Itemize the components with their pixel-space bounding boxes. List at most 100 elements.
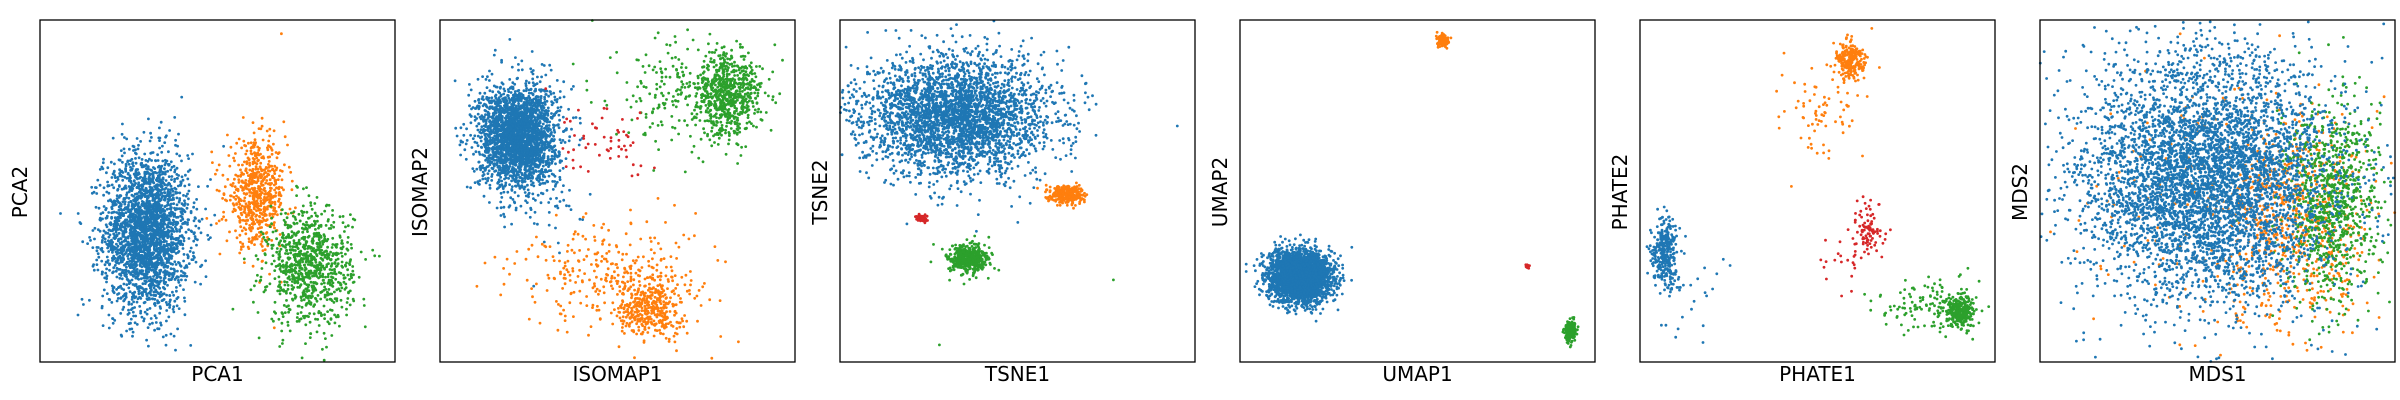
data-point <box>310 224 314 228</box>
data-point <box>102 288 106 292</box>
data-point <box>264 171 267 174</box>
data-point <box>147 117 150 121</box>
data-point <box>292 239 296 243</box>
data-point <box>281 338 285 342</box>
data-point <box>159 227 162 231</box>
data-point <box>173 170 177 174</box>
data-point <box>118 254 122 258</box>
data-point <box>82 303 85 306</box>
data-point <box>495 187 499 191</box>
data-point <box>282 288 285 292</box>
data-point <box>299 272 303 276</box>
data-point <box>144 265 148 269</box>
data-point <box>122 231 126 234</box>
data-point <box>298 269 301 273</box>
data-point <box>228 198 232 202</box>
data-point <box>129 199 133 203</box>
data-point <box>291 268 295 272</box>
data-point <box>59 212 62 215</box>
data-point <box>336 262 340 266</box>
data-point <box>257 208 261 212</box>
data-point <box>247 206 251 210</box>
data-point <box>295 245 298 248</box>
data-point <box>228 164 232 168</box>
data-point <box>472 169 476 173</box>
data-point <box>274 210 278 213</box>
data-point <box>558 118 561 122</box>
data-point <box>116 199 120 203</box>
data-point <box>341 245 345 249</box>
data-point <box>131 183 135 186</box>
data-point <box>315 231 319 235</box>
data-point <box>304 295 308 298</box>
data-point <box>263 252 267 256</box>
data-point <box>235 141 239 145</box>
data-point <box>76 212 80 215</box>
data-point <box>161 335 165 339</box>
data-point <box>286 252 290 256</box>
data-point <box>180 269 183 273</box>
data-point <box>134 295 138 299</box>
data-point <box>273 188 276 192</box>
data-point <box>142 319 146 323</box>
data-point <box>323 285 326 289</box>
data-point <box>468 83 471 86</box>
data-point <box>330 264 333 268</box>
data-point <box>115 197 119 201</box>
data-point <box>192 205 196 209</box>
data-point <box>165 309 169 312</box>
data-point <box>79 222 83 226</box>
data-point <box>177 239 181 243</box>
data-point <box>294 218 298 221</box>
data-point <box>304 303 308 307</box>
axes-frame <box>39 19 396 363</box>
data-point <box>247 200 251 204</box>
data-point <box>160 245 163 249</box>
data-point <box>162 217 166 221</box>
data-point <box>149 220 153 224</box>
data-point <box>453 79 457 83</box>
data-point <box>95 246 99 249</box>
data-point <box>281 342 284 345</box>
data-point <box>122 299 126 302</box>
data-point <box>152 286 156 290</box>
data-point <box>237 137 241 141</box>
data-point <box>156 327 160 331</box>
data-point <box>167 175 171 179</box>
data-point <box>294 266 297 270</box>
data-point <box>282 304 286 307</box>
data-point <box>112 232 116 236</box>
data-point <box>101 161 105 165</box>
data-point <box>255 209 258 213</box>
data-point <box>113 237 117 241</box>
data-point <box>159 270 162 273</box>
data-point <box>275 166 279 170</box>
data-point <box>327 272 330 276</box>
data-point <box>340 254 344 258</box>
data-point <box>109 160 113 164</box>
data-point <box>248 194 252 198</box>
data-point <box>323 250 326 254</box>
data-point <box>153 297 157 301</box>
series-blue <box>453 38 592 288</box>
data-point <box>164 272 168 275</box>
data-point <box>142 258 146 261</box>
data-point <box>333 261 337 264</box>
data-point <box>260 175 264 178</box>
data-point <box>301 260 304 264</box>
data-point <box>119 224 123 228</box>
data-point <box>102 205 106 208</box>
data-point <box>324 275 327 279</box>
data-point <box>133 290 137 294</box>
data-point <box>252 191 255 195</box>
data-point <box>135 168 138 171</box>
data-point <box>214 172 217 176</box>
data-point <box>146 308 149 311</box>
data-point <box>190 230 194 234</box>
data-point <box>154 321 158 324</box>
data-point <box>233 177 236 181</box>
data-point <box>534 198 537 202</box>
data-point <box>272 142 275 146</box>
data-point <box>333 290 336 294</box>
data-point <box>120 175 124 178</box>
